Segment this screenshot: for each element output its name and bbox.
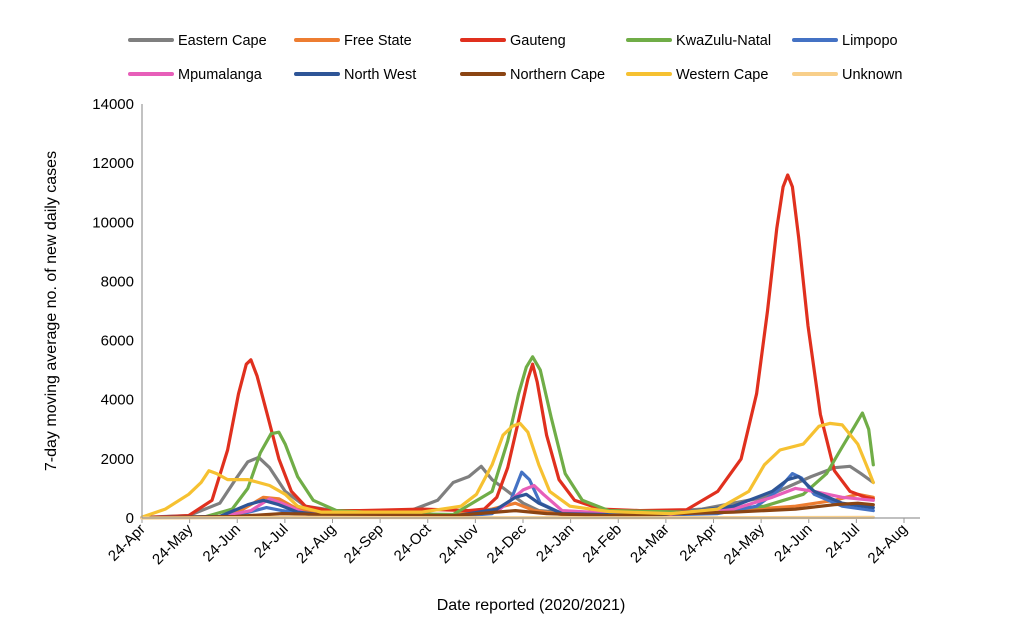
x-tick-label: 24-Jun — [771, 521, 815, 565]
legend-label: Eastern Cape — [178, 33, 267, 49]
y-tick-label: 4000 — [101, 392, 134, 409]
x-tick-label: 24-Jan — [533, 521, 577, 565]
series-line-kwazulu-natal — [140, 355, 875, 520]
y-tick-label: 14000 — [92, 96, 134, 113]
legend-label: North West — [344, 67, 416, 83]
y-tick-label: 0 — [126, 510, 134, 527]
plot-area — [140, 173, 875, 520]
legend: Eastern Cape Free State Gauteng KwaZulu-Nat… — [128, 33, 902, 83]
x-tick-label: 24-Jun — [200, 521, 244, 565]
legend-label: KwaZulu-Natal — [676, 33, 771, 49]
x-tick-label: 24-May — [149, 520, 197, 568]
x-axis-title: Date reported (2020/2021) — [437, 597, 626, 614]
y-tick-label: 10000 — [92, 214, 134, 231]
x-tick-label: 24-Sep — [341, 521, 387, 567]
legend-label: Gauteng — [510, 33, 566, 49]
x-tick-label: 24-Oct — [391, 520, 435, 564]
x-tick-label: 24-Nov — [436, 520, 483, 567]
series-line-north-west — [140, 475, 875, 520]
y-tick-label: 6000 — [101, 333, 134, 350]
x-tick-label: 24-Aug — [293, 521, 339, 567]
series-line-western-cape — [140, 421, 875, 519]
x-tick-label: 24-Feb — [579, 521, 625, 567]
y-tick-label: 8000 — [101, 273, 134, 290]
legend-label: Free State — [344, 33, 412, 49]
x-tick-label: 24-Aug — [865, 521, 911, 567]
x-axis-tick-labels: 24-Apr 24-May 24-Jun 24-Jul 24-Aug 24-Sep 24-O… — [105, 518, 911, 568]
y-axis-tick-labels: 0 2000 4000 6000 8000 10000 12000 14000 — [92, 96, 134, 527]
y-axis-title: 7-day moving average no. of new daily ca… — [43, 151, 60, 471]
x-tick-label: 24-Dec — [484, 520, 531, 567]
y-tick-label: 12000 — [92, 155, 134, 172]
x-tick-label: 24-Jul — [251, 521, 292, 562]
series-line-eastern-cape — [140, 455, 875, 519]
x-tick-label: 24-May — [721, 520, 769, 568]
legend-label: Limpopo — [842, 33, 898, 49]
x-tick-label: 24-Mar — [627, 521, 673, 567]
series-line-mpumalanga — [140, 483, 875, 520]
legend-label: Mpumalanga — [178, 67, 263, 83]
series-line-gauteng — [140, 173, 875, 520]
legend-label: Western Cape — [676, 67, 768, 83]
legend-label: Unknown — [842, 67, 902, 83]
x-tick-label: 24-Apr — [676, 521, 720, 565]
legend-label: Northern Cape — [510, 67, 605, 83]
y-tick-label: 2000 — [101, 451, 134, 468]
x-tick-label: 24-Jul — [822, 521, 863, 562]
series-line-northern-cape — [140, 501, 875, 520]
x-tick-label: 24-Apr — [105, 521, 149, 565]
